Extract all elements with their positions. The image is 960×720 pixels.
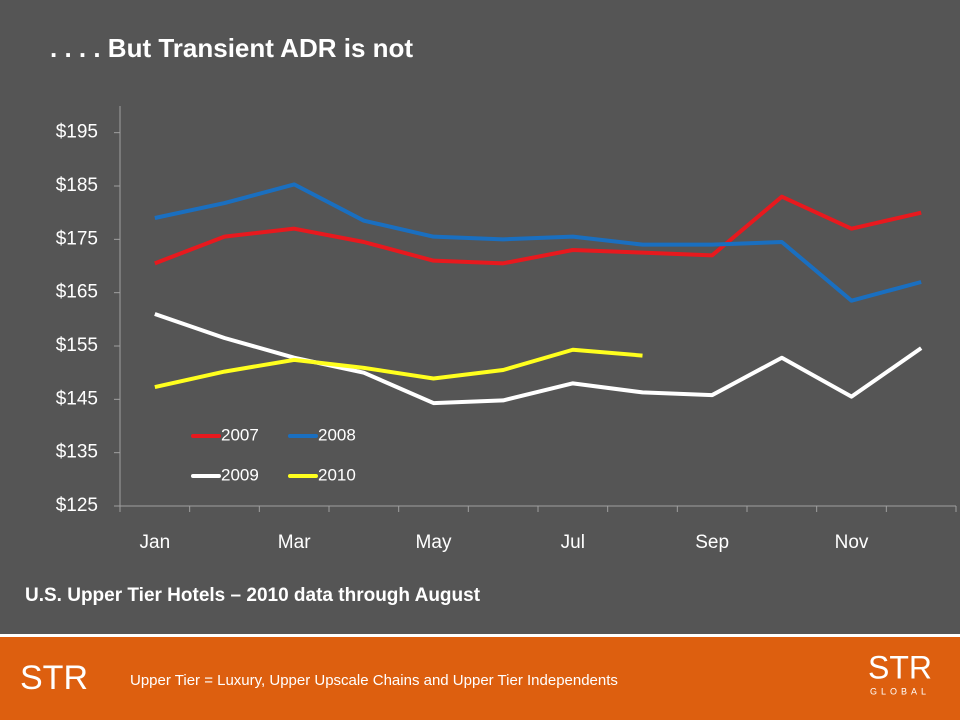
legend-label: 2009: [221, 465, 259, 484]
footer-rule: [0, 634, 960, 637]
subtitle: U.S. Upper Tier Hotels – 2010 data throu…: [25, 585, 481, 606]
x-tick-label: Jan: [140, 532, 171, 553]
x-tick-label: Jul: [561, 532, 585, 553]
legend-label: 2010: [318, 465, 356, 484]
slide-title: . . . . But Transient ADR is not: [50, 33, 413, 63]
series-line: [154, 182, 922, 303]
y-tick-label: $185: [56, 175, 98, 196]
footer-band: [0, 637, 960, 720]
y-tick-label: $195: [56, 122, 98, 143]
y-tick-label: $145: [56, 388, 98, 409]
series-line: [154, 312, 923, 406]
y-tick-label: $125: [56, 495, 98, 516]
legend-label: 2007: [221, 425, 259, 444]
y-tick-label: $175: [56, 228, 98, 249]
y-tick-label: $155: [56, 335, 98, 356]
logo-left: STR: [20, 659, 88, 697]
logo-right: STR: [868, 649, 932, 685]
series-line: [154, 347, 643, 390]
plot: $125 $135 $145 $155 $165 $175 $185 $195 Jan Mar Ma…: [56, 106, 957, 553]
logo-right-sub: GLOBAL: [870, 686, 930, 696]
x-tick-label: Nov: [835, 532, 869, 553]
y-tick-label: $165: [56, 282, 98, 303]
legend-label: 2008: [318, 425, 356, 444]
y-tick-label: $135: [56, 442, 98, 463]
x-tick-label: May: [416, 532, 452, 553]
series-line: [154, 194, 922, 266]
footnote: Upper Tier = Luxury, Upper Upscale Chain…: [130, 672, 618, 689]
x-tick-label: Sep: [695, 532, 729, 553]
x-tick-label: Mar: [278, 532, 311, 553]
